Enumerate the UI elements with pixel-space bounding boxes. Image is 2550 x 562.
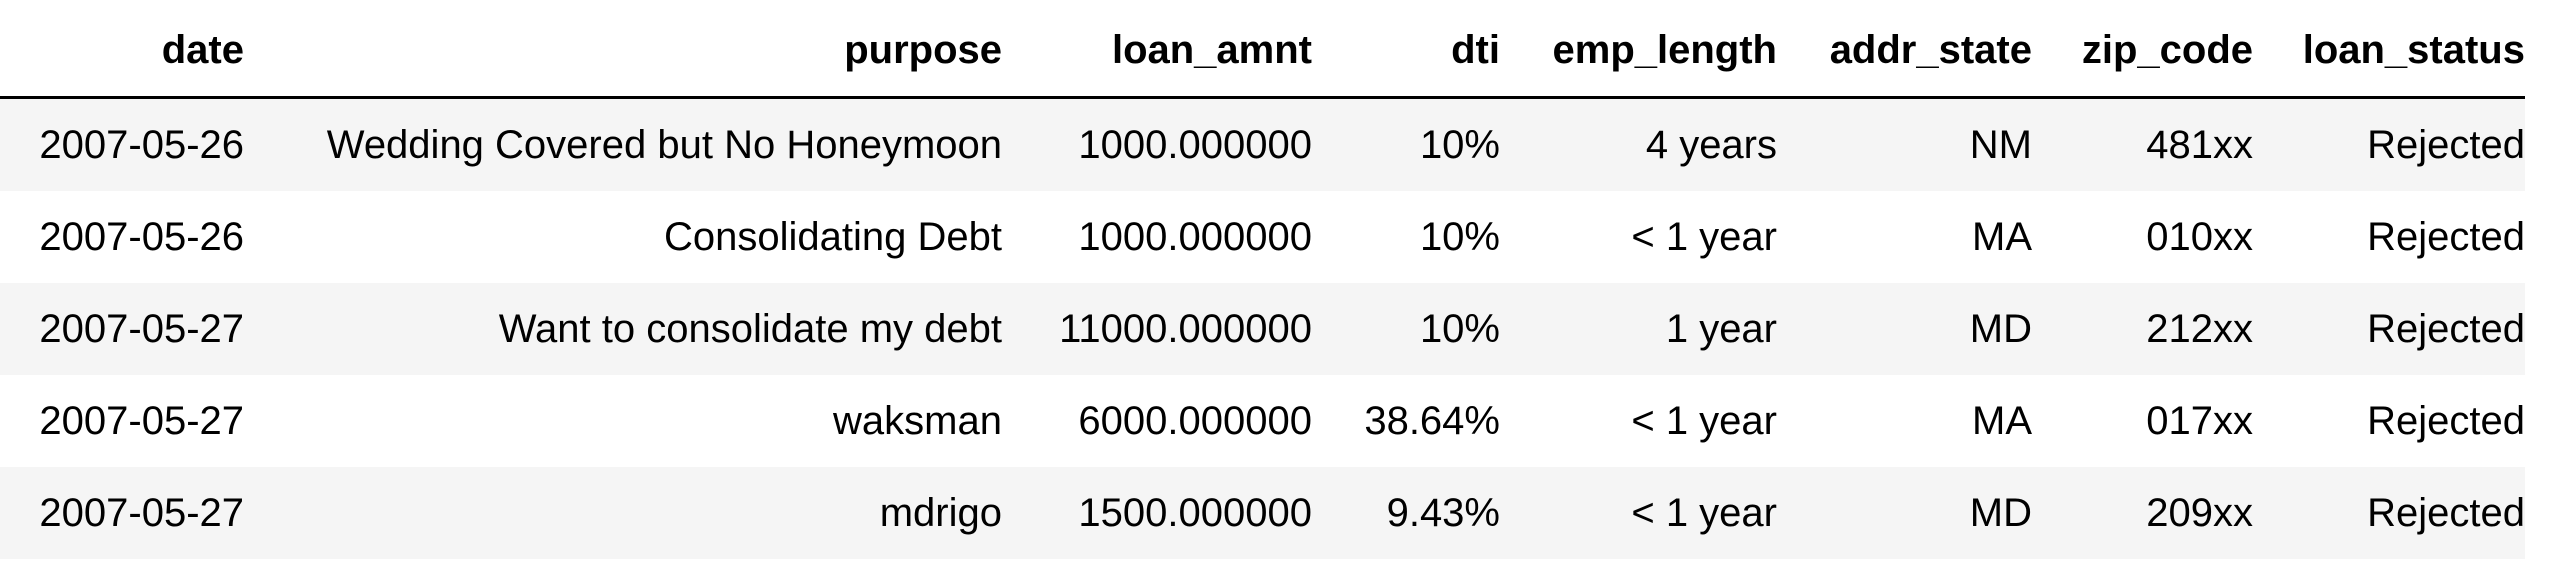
- table-row: 2007-05-27 Want to consolidate my debt 1…: [0, 283, 2525, 375]
- cell-loan-status: Rejected: [2253, 467, 2525, 559]
- cell-loan-amnt: 1500.000000: [1002, 467, 1312, 559]
- cell-loan-status: Rejected: [2253, 283, 2525, 375]
- cell-date: 2007-05-27: [0, 375, 244, 467]
- column-header-purpose: purpose: [244, 4, 1002, 99]
- column-header-addr-state: addr_state: [1777, 4, 2032, 99]
- cell-zip-code: 010xx: [2032, 191, 2253, 283]
- column-header-emp-length: emp_length: [1500, 4, 1777, 99]
- column-header-loan-status: loan_status: [2253, 4, 2525, 99]
- cell-zip-code: 017xx: [2032, 375, 2253, 467]
- column-header-dti: dti: [1312, 4, 1500, 99]
- cell-dti: 10%: [1312, 97, 1500, 191]
- cell-purpose: Consolidating Debt: [244, 191, 1002, 283]
- cell-loan-status: Rejected: [2253, 191, 2525, 283]
- cell-loan-amnt: 11000.000000: [1002, 283, 1312, 375]
- cell-date: 2007-05-27: [0, 283, 244, 375]
- cell-zip-code: 209xx: [2032, 467, 2253, 559]
- cell-purpose: Want to consolidate my debt: [244, 283, 1002, 375]
- cell-addr-state: NM: [1777, 97, 2032, 191]
- cell-purpose: Wedding Covered but No Honeymoon: [244, 97, 1002, 191]
- cell-addr-state: MD: [1777, 283, 2032, 375]
- cell-dti: 38.64%: [1312, 375, 1500, 467]
- cell-purpose: waksman: [244, 375, 1002, 467]
- cell-addr-state: MA: [1777, 191, 2032, 283]
- table-row: 2007-05-27 waksman 6000.000000 38.64% < …: [0, 375, 2525, 467]
- cell-loan-status: Rejected: [2253, 375, 2525, 467]
- cell-dti: 10%: [1312, 191, 1500, 283]
- cell-loan-amnt: 1000.000000: [1002, 191, 1312, 283]
- cell-emp-length: 1 year: [1500, 283, 1777, 375]
- cell-loan-amnt: 6000.000000: [1002, 375, 1312, 467]
- table-row: 2007-05-26 Consolidating Debt 1000.00000…: [0, 191, 2525, 283]
- cell-emp-length: < 1 year: [1500, 191, 1777, 283]
- cell-dti: 10%: [1312, 283, 1500, 375]
- cell-zip-code: 481xx: [2032, 97, 2253, 191]
- table-row: 2007-05-27 mdrigo 1500.000000 9.43% < 1 …: [0, 467, 2525, 559]
- cell-emp-length: < 1 year: [1500, 375, 1777, 467]
- cell-date: 2007-05-27: [0, 467, 244, 559]
- cell-dti: 9.43%: [1312, 467, 1500, 559]
- column-header-zip-code: zip_code: [2032, 4, 2253, 99]
- table-row: 2007-05-26 Wedding Covered but No Honeym…: [0, 97, 2525, 191]
- cell-zip-code: 212xx: [2032, 283, 2253, 375]
- cell-loan-amnt: 1000.000000: [1002, 97, 1312, 191]
- header-row: date purpose loan_amnt dti emp_length ad…: [0, 4, 2525, 99]
- cell-emp-length: < 1 year: [1500, 467, 1777, 559]
- column-header-date: date: [0, 4, 244, 99]
- cell-addr-state: MA: [1777, 375, 2032, 467]
- cell-emp-length: 4 years: [1500, 97, 1777, 191]
- loan-dataframe-table: date purpose loan_amnt dti emp_length ad…: [0, 4, 2525, 559]
- cell-date: 2007-05-26: [0, 191, 244, 283]
- cell-date: 2007-05-26: [0, 97, 244, 191]
- table-header: date purpose loan_amnt dti emp_length ad…: [0, 4, 2525, 99]
- cell-addr-state: MD: [1777, 467, 2032, 559]
- column-header-loan-amnt: loan_amnt: [1002, 4, 1312, 99]
- cell-loan-status: Rejected: [2253, 97, 2525, 191]
- table-body: 2007-05-26 Wedding Covered but No Honeym…: [0, 97, 2525, 559]
- cell-purpose: mdrigo: [244, 467, 1002, 559]
